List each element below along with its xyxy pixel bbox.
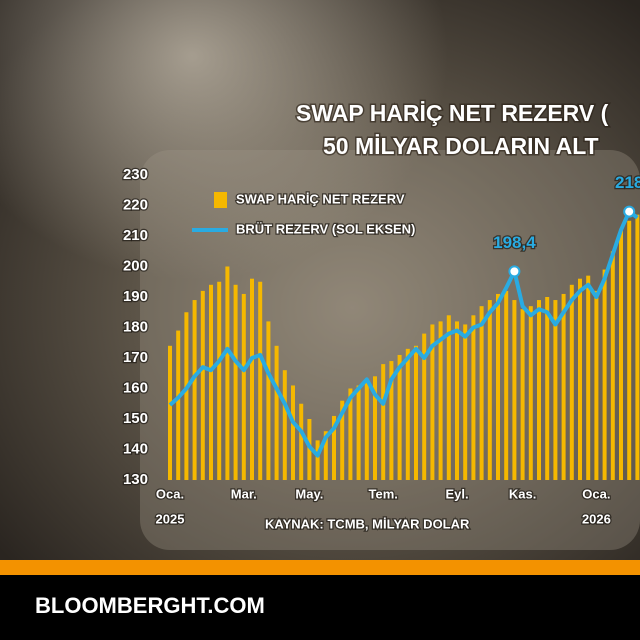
brand: BLOOMBERGHT.COM [35, 593, 265, 618]
bar [586, 275, 591, 480]
bar [315, 440, 320, 480]
bar [373, 376, 377, 480]
bar [307, 419, 312, 480]
bar [274, 345, 279, 480]
y-tick-label: 220 [123, 196, 148, 213]
bar [168, 345, 172, 480]
legend-label: SWAP HARİÇ NET REZERV [236, 191, 405, 206]
bar [504, 290, 509, 480]
accent-stripe [0, 560, 640, 575]
bar [496, 293, 500, 480]
x-tick-label: Tem. [369, 486, 398, 501]
x-tick-label: Oca. [156, 486, 184, 501]
legend-swatch [214, 192, 227, 208]
y-tick-label: 210 [123, 227, 148, 244]
y-tick-label: 170 [123, 349, 148, 366]
bar [241, 293, 246, 480]
bar [405, 348, 410, 480]
bar [225, 266, 230, 480]
y-tick-label: 180 [123, 318, 148, 335]
x-tick-label: Eyl. [445, 486, 468, 501]
bar [266, 321, 271, 480]
bar [389, 361, 394, 480]
x-tick-label: Mar. [231, 486, 257, 501]
bar [299, 403, 304, 480]
bar [561, 293, 566, 480]
bar [569, 284, 574, 480]
bar [627, 220, 632, 480]
bar [430, 324, 435, 480]
bar [192, 300, 197, 480]
bar [471, 315, 476, 480]
bar [209, 284, 213, 480]
bar [610, 251, 615, 480]
bar [619, 229, 623, 480]
bar [487, 300, 492, 480]
highlight-point [623, 205, 636, 218]
bar [332, 415, 336, 480]
bar [282, 370, 287, 480]
y-tick-label: 160 [123, 379, 148, 396]
bar [635, 214, 640, 480]
bar [200, 290, 205, 480]
x-tick-label: Kas. [509, 486, 536, 501]
bar [479, 306, 484, 480]
bar [578, 278, 582, 480]
bar [233, 284, 238, 480]
bar [258, 281, 263, 480]
highlight-point [508, 265, 521, 278]
chart-title: SWAP HARİÇ NET REZERV ( [296, 100, 609, 126]
background-light [0, 0, 640, 560]
bar [537, 300, 541, 480]
bar [323, 431, 328, 480]
legend-label: BRÜT REZERV (SOL EKSEN) [236, 221, 415, 236]
bar [422, 333, 427, 480]
bar [463, 324, 468, 480]
bar [397, 354, 402, 480]
bar [291, 385, 295, 480]
plot: 130 140 150 160 170 180 190 200 210 220 230 Oca. 202… [122, 165, 640, 528]
bar [594, 290, 599, 480]
y-tick-label: 140 [123, 440, 148, 457]
bar [455, 321, 459, 480]
bar [176, 330, 181, 480]
y-tick-label: 190 [123, 288, 148, 305]
line [168, 209, 639, 458]
y-tick-label: 200 [123, 257, 148, 274]
bar [217, 281, 222, 480]
bar [545, 297, 550, 480]
bar [553, 300, 558, 480]
x-tick-label: May. [295, 486, 323, 501]
y-tick-label: 230 [123, 166, 148, 183]
x-year-label: 2025 [156, 511, 185, 526]
bar [184, 312, 189, 480]
bar [438, 321, 443, 480]
source: KAYNAK: TCMB, MİLYAR DOLAR [265, 516, 470, 531]
bar [381, 364, 386, 480]
bar [414, 345, 418, 480]
value-label: 198,4 [493, 233, 536, 252]
bar [250, 278, 254, 480]
bar [364, 379, 369, 480]
chart-title: 50 MİLYAR DOLARIN ALT [323, 133, 599, 159]
footer-bar [0, 575, 640, 640]
value-label: 218 [615, 173, 640, 192]
bar [356, 385, 361, 480]
bar [446, 315, 451, 480]
bar [602, 269, 607, 480]
bar [528, 306, 533, 480]
y-tick-label: 150 [123, 410, 148, 427]
bar [348, 388, 353, 480]
y-tick-label: 130 [123, 471, 148, 488]
x-tick-label: Oca. [582, 486, 610, 501]
bar [340, 400, 345, 480]
x-year-label: 2026 [582, 511, 611, 526]
bar [520, 309, 525, 480]
bar [512, 300, 517, 480]
